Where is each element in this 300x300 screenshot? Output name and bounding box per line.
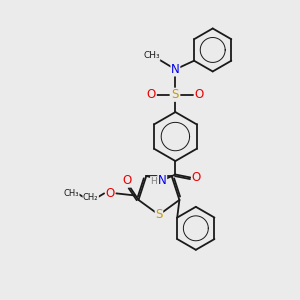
Text: O: O [147,88,156,101]
Text: CH₂: CH₂ [83,194,98,202]
Text: S: S [155,208,163,221]
Text: CH₃: CH₃ [143,51,160,60]
Text: O: O [192,171,201,184]
Text: S: S [172,88,179,101]
Text: CH₃: CH₃ [64,189,79,198]
Text: O: O [106,187,115,200]
Text: N: N [171,63,180,76]
Text: N: N [158,174,167,187]
Text: O: O [195,88,204,101]
Text: H: H [151,177,157,186]
Text: O: O [122,174,131,187]
